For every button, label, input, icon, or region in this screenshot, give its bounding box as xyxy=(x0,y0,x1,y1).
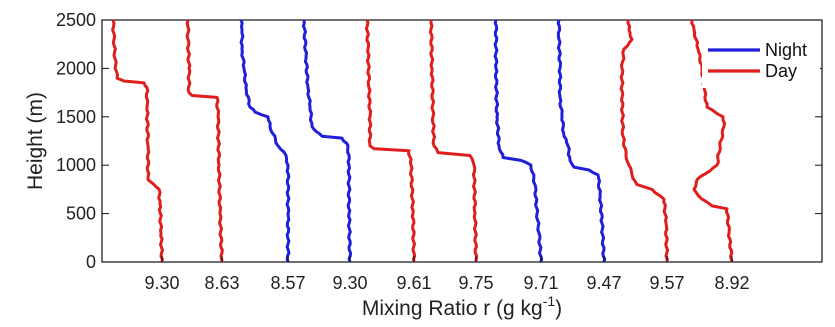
y-tick-label: 500 xyxy=(66,204,96,224)
plot-frame xyxy=(101,19,823,263)
x-tick-label: 9.30 xyxy=(144,273,179,293)
legend-box xyxy=(702,40,820,88)
x-tick-label: 9.47 xyxy=(586,273,621,293)
y-tick-label: 1500 xyxy=(56,107,96,127)
legend-label-day: Day xyxy=(765,61,797,81)
legend-label-night: Night xyxy=(765,40,807,60)
x-tick-label: 8.63 xyxy=(204,273,239,293)
profile-line-night xyxy=(239,19,291,263)
y-tick-label: 2500 xyxy=(56,10,96,30)
x-tick-label: 9.71 xyxy=(523,273,558,293)
x-tick-label: 9.30 xyxy=(332,273,367,293)
x-axis-label-suffix: ) xyxy=(555,297,562,320)
y-tick-label: 2000 xyxy=(56,58,96,78)
profile-line-day xyxy=(690,19,734,263)
x-tick-label: 9.57 xyxy=(649,273,684,293)
x-axis-label: Mixing Ratio r (g kg-1) xyxy=(362,293,562,320)
profile-line-day xyxy=(111,19,164,263)
profiles xyxy=(111,19,734,263)
y-tick-label: 1000 xyxy=(56,155,96,175)
profile-line-night xyxy=(556,19,607,263)
y-axis-ticks: 0 500 1000 1500 2000 2500 xyxy=(56,10,822,272)
legend: Night Day xyxy=(702,40,820,88)
axes xyxy=(101,19,823,263)
profile-line-day xyxy=(428,20,479,263)
profile-line-day xyxy=(364,19,417,263)
profile-line-day xyxy=(619,19,670,263)
profile-line-night xyxy=(301,19,353,263)
x-axis-label-superscript: -1 xyxy=(543,293,556,309)
y-tick-label: 0 xyxy=(86,252,96,272)
x-tick-label: 8.57 xyxy=(270,273,305,293)
x-tick-label: 9.75 xyxy=(458,273,493,293)
x-axis-ticks: 9.30 8.63 8.57 9.30 9.61 9.75 9.71 9.47 9.57 8.92 xyxy=(144,256,750,293)
y-axis-label: Height (m) xyxy=(24,92,47,190)
profile-line-day xyxy=(185,19,224,263)
profile-line-night xyxy=(493,19,544,263)
x-tick-label: 8.92 xyxy=(714,273,749,293)
x-axis-label-main: Mixing Ratio r (g kg xyxy=(362,297,543,320)
x-tick-label: 9.61 xyxy=(396,273,431,293)
